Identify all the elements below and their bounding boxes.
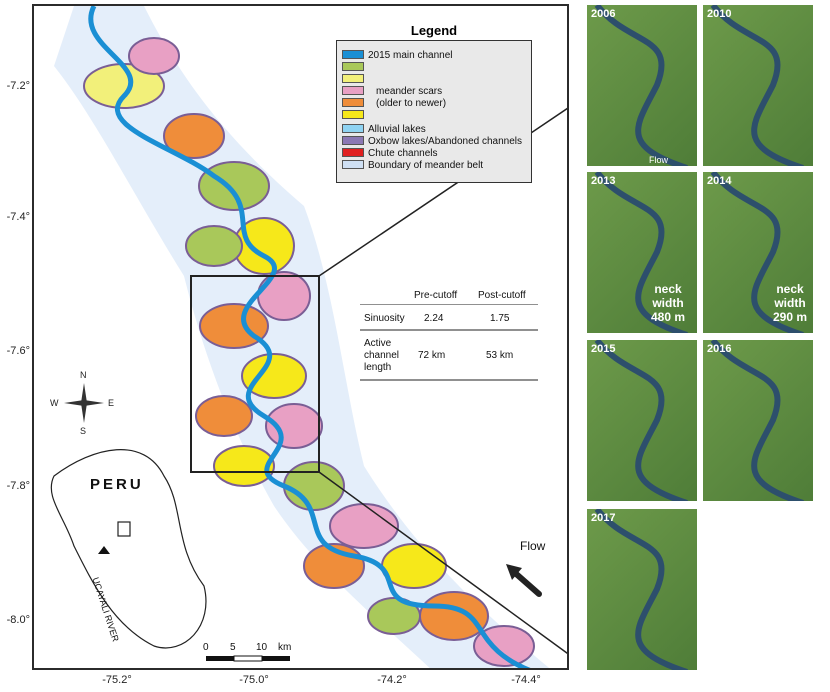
main-channel bbox=[88, 6, 531, 668]
legend-swatch-scar5 bbox=[342, 110, 364, 119]
legend-item-alluvial: Alluvial lakes bbox=[368, 124, 426, 135]
stats-row-sinuosity-pre: 2.24 bbox=[424, 313, 444, 324]
legend-item-main-channel: 2015 main channel bbox=[368, 50, 453, 61]
legend-item-belt: Boundary of meander belt bbox=[368, 160, 484, 171]
panel-neck-2013: neck width 480 m bbox=[651, 282, 686, 324]
legend-swatch-chute bbox=[342, 148, 364, 157]
flow-arrow bbox=[511, 569, 542, 597]
legend-item-oxbow: Oxbow lakes/Abandoned channels bbox=[368, 136, 522, 147]
legend-swatch-main bbox=[342, 50, 364, 59]
legend-swatch-scar3 bbox=[342, 86, 364, 95]
legend-title: Legend bbox=[410, 23, 458, 38]
stats-row-length-pre: 72 km bbox=[418, 350, 446, 361]
panel-2017: 2017 bbox=[586, 508, 698, 671]
stats-header-post: Post-cutoff bbox=[478, 290, 526, 301]
main-map: Legend 2015 main channel meander scars (… bbox=[32, 4, 569, 670]
panel-2010: 2010 bbox=[702, 4, 814, 167]
stats-rules bbox=[360, 304, 538, 381]
stats-header-pre: Pre-cutoff bbox=[414, 290, 458, 301]
scale-bar bbox=[206, 655, 290, 662]
legend-item-meander-scars: meander scars bbox=[376, 86, 443, 97]
panel-year-2015: 2015 bbox=[591, 343, 616, 355]
legend-box: Legend bbox=[336, 23, 532, 183]
panel-year-2010: 2010 bbox=[707, 8, 732, 20]
panel-year-2017: 2017 bbox=[591, 512, 616, 524]
panel-flow-label: Flow bbox=[649, 155, 669, 165]
legend-swatch-scar2 bbox=[342, 74, 364, 83]
legend-swatch-scar4 bbox=[342, 98, 364, 107]
scale-label-10: 10 bbox=[256, 642, 268, 653]
legend-item-chute: Chute channels bbox=[368, 148, 438, 159]
panel-year-2006: 2006 bbox=[591, 8, 616, 20]
compass-rose bbox=[64, 383, 104, 423]
panel-2015: 2015 bbox=[586, 339, 698, 502]
panel-neck-2014: neck width 290 m bbox=[773, 282, 808, 324]
peru-outline bbox=[50, 449, 207, 649]
legend-swatch-scar1 bbox=[342, 62, 364, 71]
peru-study-box bbox=[117, 521, 131, 537]
stats-row-length-label: Active channel length bbox=[364, 338, 400, 373]
panel-2013: 2013 neck width 480 m bbox=[586, 171, 698, 334]
panel-2016: 2016 bbox=[702, 339, 814, 502]
y-tick-4: -7.8° bbox=[6, 480, 30, 492]
stats-row-sinuosity-label: Sinuosity bbox=[364, 313, 405, 324]
panel-2014: 2014 neck width 290 m bbox=[702, 171, 814, 334]
compass-n: N bbox=[80, 370, 87, 380]
stats-row-length-post: 53 km bbox=[486, 350, 514, 361]
map-drawing bbox=[50, 6, 567, 668]
y-tick-1: -7.2° bbox=[6, 80, 30, 92]
meander-scars bbox=[83, 37, 535, 667]
panel-2006: 2006 Flow bbox=[586, 4, 698, 167]
panel-year-2016: 2016 bbox=[707, 343, 732, 355]
panel-year-2014: 2014 bbox=[707, 175, 732, 187]
x-tick-4: -74.4° bbox=[511, 674, 541, 686]
peru-triangle bbox=[98, 546, 110, 554]
x-tick-1: -75.2° bbox=[102, 674, 132, 686]
study-area-box bbox=[190, 275, 320, 473]
y-tick-2: -7.4° bbox=[6, 211, 30, 223]
compass-w: W bbox=[50, 398, 59, 408]
scale-unit: km bbox=[278, 642, 292, 653]
inset-country-label: PERU bbox=[90, 476, 144, 493]
panel-year-2013: 2013 bbox=[591, 175, 616, 187]
scale-label-0: 0 bbox=[203, 642, 209, 653]
scale-label-5: 5 bbox=[230, 642, 236, 653]
y-tick-3: -7.6° bbox=[6, 345, 30, 357]
x-tick-3: -74.2° bbox=[377, 674, 407, 686]
compass-e: E bbox=[108, 398, 115, 408]
stats-row-sinuosity-post: 1.75 bbox=[490, 313, 510, 324]
legend-swatch-belt bbox=[342, 160, 364, 169]
flow-label: Flow bbox=[520, 539, 546, 553]
x-tick-2: -75.0° bbox=[239, 674, 269, 686]
compass-s: S bbox=[80, 426, 87, 436]
legend-swatch-oxbow bbox=[342, 136, 364, 145]
legend-swatch-alluvial bbox=[342, 124, 364, 133]
y-tick-5: -8.0° bbox=[6, 614, 30, 626]
meander-belt bbox=[54, 6, 550, 668]
legend-item-older-newer: (older to newer) bbox=[376, 98, 447, 109]
